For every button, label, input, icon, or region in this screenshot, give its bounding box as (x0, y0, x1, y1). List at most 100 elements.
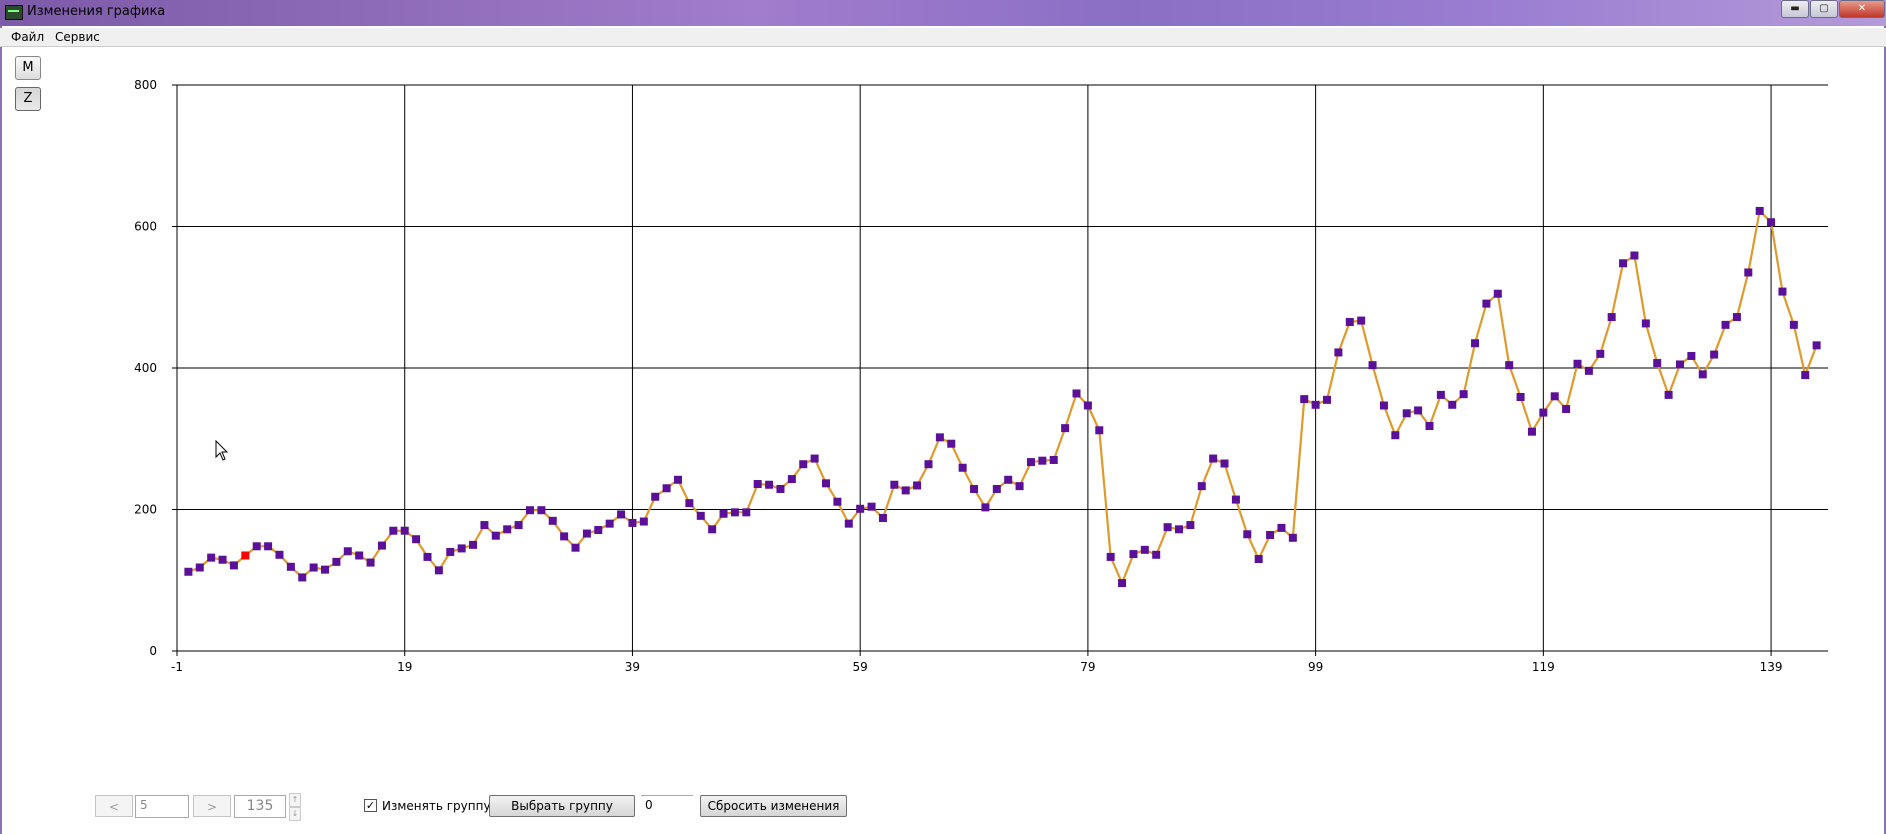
data-point[interactable] (1106, 552, 1115, 561)
data-point[interactable] (878, 513, 887, 522)
data-point[interactable] (1015, 482, 1024, 491)
data-point[interactable] (1687, 351, 1696, 360)
data-point[interactable] (856, 504, 865, 513)
data-point[interactable] (1471, 339, 1480, 348)
data-point[interactable] (776, 484, 785, 493)
data-point[interactable] (377, 541, 386, 550)
data-point[interactable] (1607, 313, 1616, 322)
data-point[interactable] (491, 531, 500, 540)
data-point[interactable] (1721, 320, 1730, 329)
spin-up-button[interactable]: ↑ (289, 793, 301, 807)
data-point[interactable] (924, 460, 933, 469)
data-point[interactable] (582, 529, 591, 538)
data-point[interactable] (1573, 359, 1582, 368)
data-point[interactable] (1357, 316, 1366, 325)
data-point[interactable] (332, 557, 341, 566)
data-point[interactable] (1812, 341, 1821, 350)
data-point[interactable] (366, 558, 375, 567)
data-point[interactable] (1197, 482, 1206, 491)
data-point[interactable] (1163, 523, 1172, 532)
data-point[interactable] (1619, 259, 1628, 268)
data-point[interactable] (1311, 400, 1320, 409)
data-point[interactable] (275, 550, 284, 559)
data-point[interactable] (1493, 289, 1502, 298)
data-point[interactable] (651, 492, 660, 501)
data-point[interactable] (730, 508, 739, 517)
data-point[interactable] (1801, 371, 1810, 380)
data-point[interactable] (1049, 455, 1058, 464)
data-point[interactable] (1402, 409, 1411, 418)
data-point[interactable] (1505, 361, 1514, 370)
data-point[interactable] (1379, 401, 1388, 410)
data-point[interactable] (1026, 458, 1035, 467)
data-point[interactable] (594, 526, 603, 535)
data-point[interactable] (742, 508, 751, 517)
data-point[interactable] (514, 521, 523, 530)
data-point[interactable] (343, 547, 352, 556)
data-point[interactable] (309, 563, 318, 572)
data-point[interactable] (1425, 422, 1434, 431)
data-point[interactable] (1334, 348, 1343, 357)
data-point[interactable] (355, 551, 364, 560)
selected-data-point[interactable] (241, 551, 250, 560)
data-point[interactable] (1277, 523, 1286, 532)
select-group-button[interactable]: Выбрать группу (489, 795, 635, 817)
data-point[interactable] (787, 475, 796, 484)
count-field[interactable]: 135 (234, 795, 286, 818)
data-point[interactable] (1778, 287, 1787, 296)
data-point[interactable] (947, 439, 956, 448)
data-point[interactable] (1539, 408, 1548, 417)
data-point[interactable] (935, 433, 944, 442)
data-point[interactable] (1448, 400, 1457, 409)
data-point[interactable] (525, 506, 534, 515)
data-point[interactable] (1300, 395, 1309, 404)
data-point[interactable] (1516, 393, 1525, 402)
data-point[interactable] (1664, 390, 1673, 399)
count-spinner[interactable]: ↑ ↓ (289, 793, 301, 821)
data-point[interactable] (321, 565, 330, 574)
data-point[interactable] (218, 555, 227, 564)
data-point[interactable] (1118, 579, 1127, 588)
data-point[interactable] (446, 547, 455, 556)
data-point[interactable] (958, 463, 967, 472)
data-point[interactable] (799, 460, 808, 469)
data-point[interactable] (1527, 427, 1536, 436)
prev-button[interactable]: < (95, 795, 133, 817)
data-point[interactable] (1482, 299, 1491, 308)
data-point[interactable] (662, 484, 671, 493)
data-point[interactable] (1630, 251, 1639, 260)
data-point[interactable] (1152, 550, 1161, 559)
data-point[interactable] (673, 475, 682, 484)
data-point[interactable] (400, 526, 409, 535)
data-point[interactable] (1789, 320, 1798, 329)
data-point[interactable] (1744, 268, 1753, 277)
reset-changes-button[interactable]: Сбросить изменения (700, 795, 847, 817)
z-button[interactable]: Z (15, 87, 41, 111)
data-point[interactable] (571, 543, 580, 552)
data-point[interactable] (1345, 318, 1354, 327)
data-point[interactable] (389, 526, 398, 535)
data-point[interactable] (1550, 392, 1559, 401)
data-point[interactable] (867, 502, 876, 511)
data-point[interactable] (685, 499, 694, 508)
data-point[interactable] (1186, 521, 1195, 530)
data-point[interactable] (1710, 350, 1719, 359)
position-field[interactable]: 5 (135, 795, 189, 818)
data-point[interactable] (719, 509, 728, 518)
data-point[interactable] (1288, 533, 1297, 542)
data-point[interactable] (1231, 495, 1240, 504)
data-point[interactable] (1414, 406, 1423, 415)
data-point[interactable] (1072, 389, 1081, 398)
data-point[interactable] (753, 480, 762, 489)
data-point[interactable] (457, 544, 466, 553)
data-point[interactable] (1174, 525, 1183, 534)
data-point[interactable] (1368, 361, 1377, 370)
data-point[interactable] (1254, 555, 1263, 564)
data-point[interactable] (844, 519, 853, 528)
data-point[interactable] (298, 573, 307, 582)
data-point[interactable] (548, 516, 557, 525)
data-point[interactable] (1209, 454, 1218, 463)
data-point[interactable] (833, 497, 842, 506)
minimize-button[interactable]: ▬ (1781, 0, 1809, 18)
